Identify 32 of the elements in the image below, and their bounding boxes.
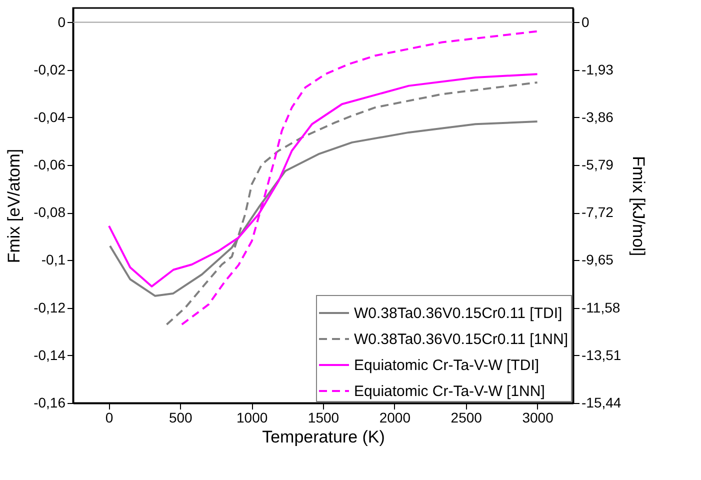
y-tick-label: -0,06 (34, 156, 66, 173)
x-tick-label: 1500 (308, 410, 340, 426)
y-axis-title: Fmix [eV/atom] (4, 148, 24, 264)
x-tick-label: 0 (105, 410, 114, 426)
y-tick-label: -0,02 (34, 61, 66, 78)
y2-tick-label: -13,51 (582, 346, 622, 363)
legend-label: W0.38Ta0.36V0.15Cr0.11 [1NN] (354, 331, 568, 348)
y2-tick-label: 0 (582, 14, 590, 30)
y2-axis-title: Fmix [kJ/mol] (629, 156, 648, 256)
y2-tick-label: -1,93 (582, 61, 614, 78)
x-tick-label: 1000 (236, 410, 268, 426)
y2-tick-label: -7,72 (582, 204, 614, 220)
x-tick-label: 3000 (522, 410, 554, 426)
y2-tick-label: -11,58 (582, 299, 620, 316)
x-tick-label: 2000 (379, 410, 411, 426)
y2-tick-label: -3,86 (582, 108, 614, 125)
x-tick-label: 2500 (450, 410, 482, 426)
y-tick-label: -0,08 (34, 204, 66, 220)
y2-tick-label: -15,44 (582, 394, 622, 410)
x-axis-title: Temperature (K) (262, 428, 385, 446)
legend-label: W0.38Ta0.36V0.15Cr0.11 [TDI] (354, 305, 562, 322)
y2-tick-label: -5,79 (582, 156, 614, 173)
y-tick-label: -0,14 (34, 346, 66, 363)
y2-tick-label: -9,65 (582, 252, 614, 268)
legend-label: Equiatomic Cr-Ta-V-W [TDI] (354, 357, 540, 374)
legend-label: Equiatomic Cr-Ta-V-W [1NN] (354, 383, 545, 400)
y-tick-label: -0,04 (34, 108, 66, 125)
y-tick-label: -0,12 (34, 299, 66, 316)
y-tick-label: -0,16 (34, 394, 66, 410)
y-tick-label: -0,1 (41, 252, 66, 268)
y-tick-label: 0 (58, 14, 66, 30)
x-tick-label: 500 (168, 410, 193, 426)
